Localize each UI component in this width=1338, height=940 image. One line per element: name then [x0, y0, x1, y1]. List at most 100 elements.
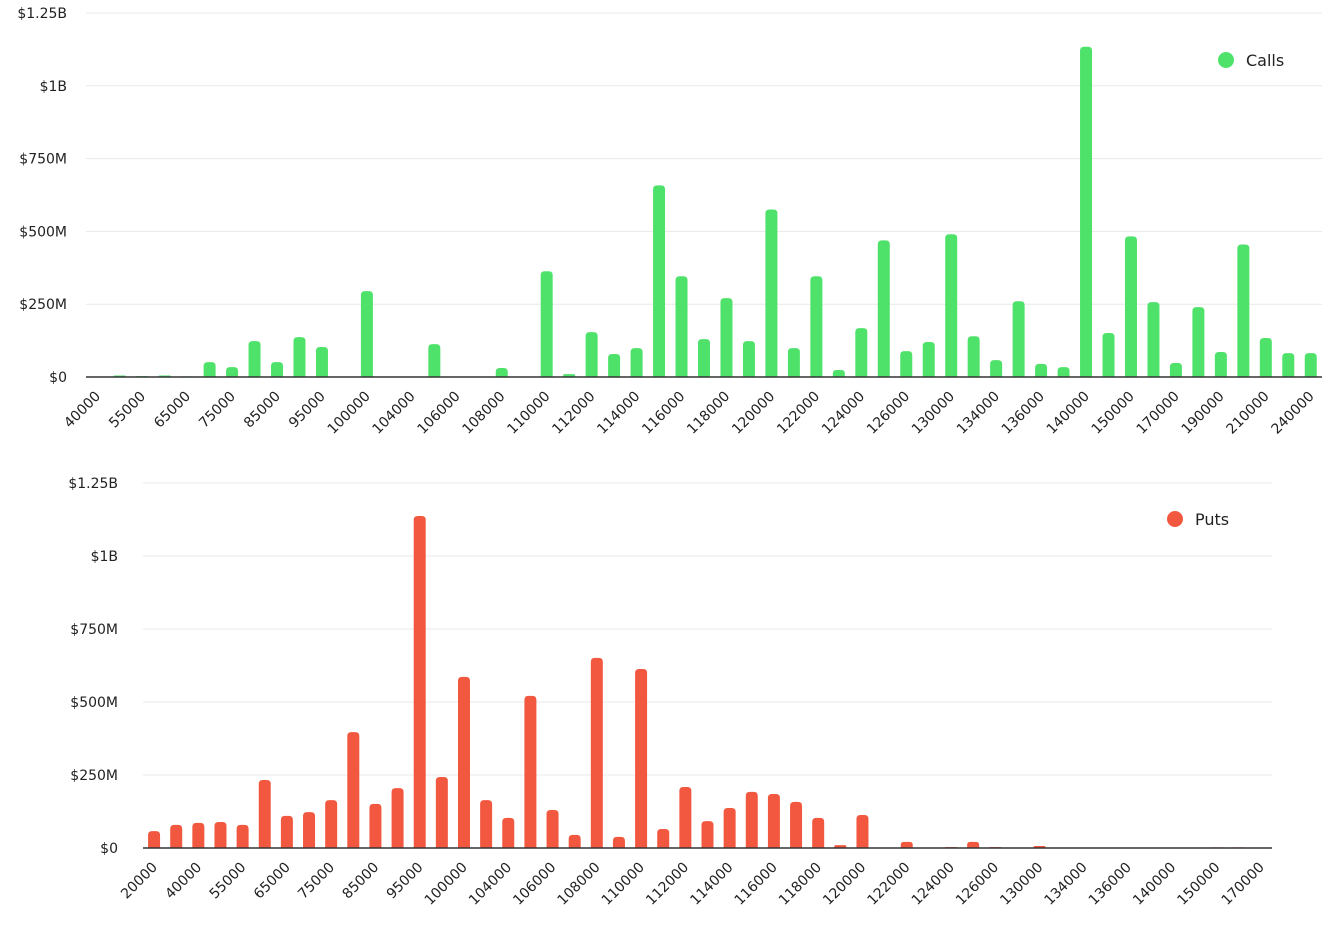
x-tick-label: 118000: [776, 860, 825, 909]
bar-104000[interactable]: [502, 817, 515, 848]
bar-75000[interactable]: [325, 800, 338, 848]
bar-136000[interactable]: [1035, 363, 1048, 377]
bar-210000[interactable]: [1259, 337, 1272, 377]
bar-117000[interactable]: [698, 339, 710, 377]
bar-40000[interactable]: [192, 822, 205, 848]
bar-126000[interactable]: [900, 351, 913, 377]
x-tick-label: 126000: [953, 860, 1002, 909]
bar-121000[interactable]: [787, 348, 800, 377]
bar-119000[interactable]: [742, 341, 755, 377]
bar-135000[interactable]: [1012, 301, 1025, 377]
bar-95000[interactable]: [413, 515, 426, 848]
bar-150000[interactable]: [1124, 236, 1137, 377]
bar-85000[interactable]: [369, 803, 382, 848]
bar-110000[interactable]: [540, 271, 553, 377]
x-tick-label: 95000: [286, 389, 329, 432]
bar-111000[interactable]: [657, 829, 670, 848]
x-tick-label: 136000: [1086, 860, 1135, 909]
y-tick-label: $250M: [70, 768, 118, 784]
bar-112000[interactable]: [679, 786, 692, 848]
x-tick-label: 100000: [422, 860, 471, 909]
bar-122000[interactable]: [900, 841, 913, 848]
bar-95000[interactable]: [315, 347, 328, 377]
bar-118000[interactable]: [812, 817, 825, 848]
bar-75000[interactable]: [226, 367, 239, 377]
bar-105000[interactable]: [428, 344, 441, 377]
calls-chart: $0 $250M $500M $750M $1B $1.25B 40000 55000 6500…: [17, 6, 1322, 438]
bar-130000[interactable]: [945, 234, 958, 377]
y-tick-label: $750M: [70, 622, 118, 638]
bar-113000[interactable]: [701, 821, 714, 848]
bar-90000[interactable]: [391, 788, 404, 848]
bar-190000[interactable]: [1214, 351, 1227, 377]
bar-50000[interactable]: [214, 822, 227, 848]
bar-107000[interactable]: [568, 834, 581, 848]
bar-106000[interactable]: [546, 810, 559, 848]
bar-145000[interactable]: [1102, 333, 1115, 377]
bar-60000[interactable]: [258, 779, 271, 848]
x-tick-label: 116000: [732, 860, 781, 909]
bar-132000[interactable]: [967, 336, 980, 377]
bar-117000[interactable]: [790, 801, 803, 848]
x-tick-label: 112000: [549, 389, 598, 438]
bar-220000[interactable]: [1282, 353, 1295, 377]
bar-170000[interactable]: [1169, 363, 1182, 377]
bar-108000[interactable]: [495, 367, 508, 377]
bar-124000[interactable]: [855, 328, 868, 377]
bar-125000[interactable]: [877, 240, 890, 377]
x-tick-label: 110000: [599, 860, 648, 909]
x-tick-label: 210000: [1224, 389, 1273, 438]
bar-113000[interactable]: [608, 353, 621, 377]
bar-100000[interactable]: [360, 291, 373, 377]
bar-30000[interactable]: [170, 824, 183, 848]
bar-115000[interactable]: [745, 791, 758, 848]
x-tick-label: 106000: [415, 389, 464, 438]
bar-115000[interactable]: [653, 185, 666, 377]
bar-55000[interactable]: [236, 824, 249, 848]
bar-100000[interactable]: [457, 676, 470, 848]
x-tick-label: 108000: [459, 389, 508, 438]
puts-legend[interactable]: Puts: [1167, 510, 1229, 529]
bar-116000[interactable]: [767, 793, 780, 848]
bar-160000[interactable]: [1147, 302, 1160, 377]
bar-240000[interactable]: [1304, 353, 1317, 377]
bar-109000[interactable]: [612, 836, 625, 848]
bar-112000[interactable]: [585, 332, 598, 377]
bar-122000[interactable]: [810, 276, 823, 377]
bar-116000[interactable]: [675, 276, 688, 377]
bar-123000[interactable]: [832, 370, 845, 377]
bar-65000[interactable]: [280, 815, 293, 848]
bar-90000[interactable]: [293, 337, 306, 377]
bar-70000[interactable]: [303, 812, 316, 848]
bar-200000[interactable]: [1237, 244, 1250, 377]
bar-85000[interactable]: [271, 362, 284, 377]
bar-114000[interactable]: [630, 348, 643, 377]
y-tick-label: $1B: [40, 79, 67, 95]
bar-134000[interactable]: [990, 360, 1003, 377]
bar-108000[interactable]: [590, 657, 603, 848]
y-tick-label: $250M: [19, 297, 67, 313]
bar-98000[interactable]: [435, 777, 448, 848]
bar-110000[interactable]: [635, 669, 648, 848]
bar-114000[interactable]: [723, 807, 736, 848]
x-tick-label: 170000: [1219, 860, 1268, 909]
bar-128000[interactable]: [922, 342, 935, 377]
bar-140000[interactable]: [1080, 46, 1093, 377]
bar-120000[interactable]: [856, 815, 869, 848]
y-tick-label: $1.25B: [17, 6, 67, 22]
x-tick-label: 120000: [820, 860, 869, 909]
bar-80000[interactable]: [347, 732, 360, 848]
x-tick-label: 110000: [504, 389, 553, 438]
bar-105000[interactable]: [524, 695, 537, 848]
bar-118000[interactable]: [720, 298, 733, 377]
bar-120000[interactable]: [765, 209, 778, 377]
bar-70000[interactable]: [203, 362, 216, 377]
bar-102000[interactable]: [480, 800, 493, 848]
bar-20000[interactable]: [148, 831, 161, 848]
x-tick-label: 114000: [687, 860, 736, 909]
bar-125000[interactable]: [967, 841, 980, 848]
bar-80000[interactable]: [248, 341, 261, 377]
calls-legend[interactable]: Calls: [1218, 51, 1284, 70]
bar-180000[interactable]: [1192, 307, 1205, 377]
bar-138000[interactable]: [1057, 367, 1070, 377]
